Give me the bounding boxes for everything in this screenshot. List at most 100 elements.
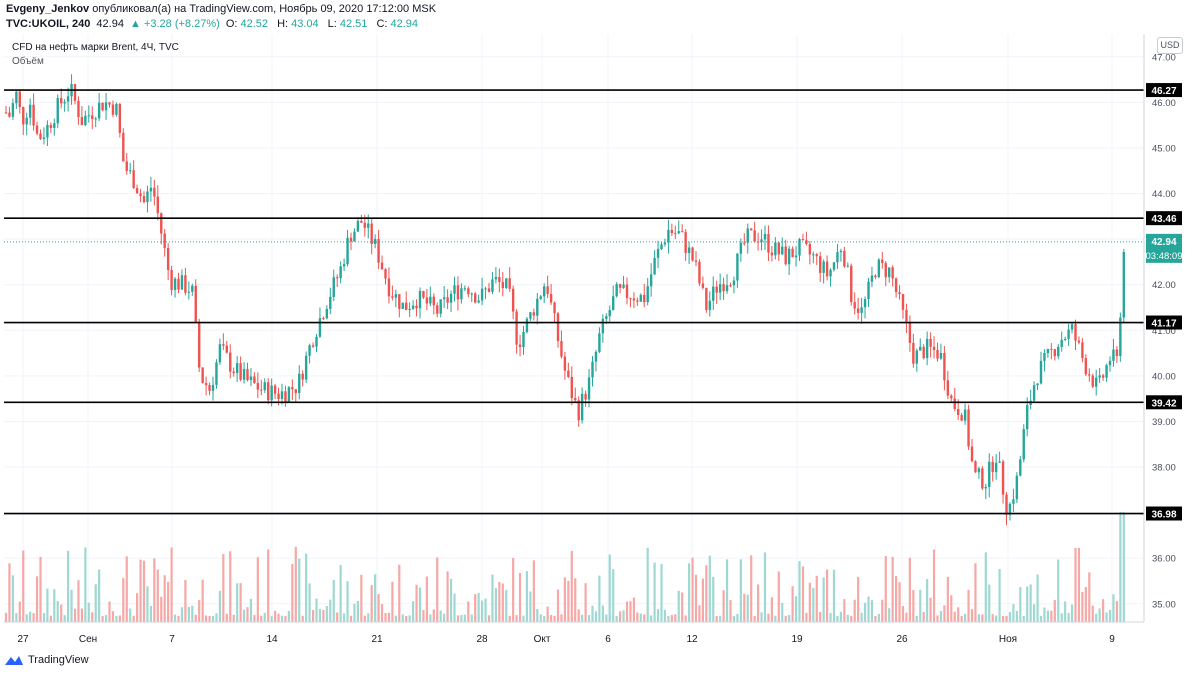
candle-body[interactable] (135, 188, 139, 194)
candle-body[interactable] (260, 389, 263, 391)
candle-body[interactable] (177, 278, 180, 290)
candle-body[interactable] (867, 281, 870, 300)
candle-body[interactable] (1043, 353, 1046, 361)
candle-body[interactable] (660, 244, 663, 249)
candle-body[interactable] (922, 346, 925, 359)
candle-body[interactable] (815, 254, 818, 257)
candle-body[interactable] (215, 362, 218, 385)
candle-body[interactable] (80, 117, 84, 126)
candle-body[interactable] (367, 223, 370, 228)
candle-body[interactable] (967, 409, 970, 447)
candle-body[interactable] (256, 382, 260, 390)
candle-body[interactable] (156, 196, 159, 214)
candle-body[interactable] (153, 187, 156, 197)
series-title[interactable]: CFD на нефть марки Brent, 4Ч, TVC (12, 42, 179, 53)
candle-body[interactable] (477, 300, 480, 303)
candle-body[interactable] (284, 391, 287, 402)
candle-body[interactable] (111, 104, 115, 115)
candle-body[interactable] (1015, 475, 1019, 500)
candle-body[interactable] (1057, 346, 1060, 357)
candle-body[interactable] (480, 288, 484, 301)
candle-body[interactable] (329, 296, 332, 309)
candle-body[interactable] (829, 269, 832, 277)
candle-body[interactable] (353, 231, 356, 242)
candle-body[interactable] (698, 261, 701, 284)
candle-body[interactable] (712, 286, 715, 301)
candle-body[interactable] (932, 346, 936, 351)
candle-body[interactable] (908, 322, 912, 343)
candle-body[interactable] (42, 137, 46, 140)
candle-body[interactable] (553, 302, 556, 314)
candle-body[interactable] (87, 115, 90, 117)
candle-body[interactable] (253, 376, 256, 383)
candle-body[interactable] (625, 284, 629, 299)
candle-body[interactable] (49, 124, 53, 128)
candle-body[interactable] (891, 267, 894, 279)
candle-body[interactable] (963, 409, 967, 421)
candle-body[interactable] (853, 302, 856, 309)
candle-body[interactable] (77, 100, 80, 118)
candle-body[interactable] (743, 242, 746, 244)
candle-body[interactable] (298, 373, 301, 393)
candle-body[interactable] (394, 294, 398, 298)
candle-body[interactable] (63, 101, 66, 104)
candle-body[interactable] (798, 239, 801, 256)
candle-body[interactable] (267, 382, 270, 401)
candle-body[interactable] (184, 275, 187, 293)
candle-body[interactable] (1039, 360, 1043, 384)
candle-body[interactable] (525, 318, 529, 333)
candle-body[interactable] (139, 193, 142, 197)
candle-body[interactable] (615, 284, 618, 297)
candle-body[interactable] (225, 345, 228, 353)
candle-body[interactable] (456, 285, 460, 300)
candle-body[interactable] (411, 305, 415, 309)
candle-body[interactable] (398, 294, 401, 309)
candle-body[interactable] (953, 398, 956, 409)
candle-body[interactable] (346, 237, 349, 265)
candle-body[interactable] (446, 297, 449, 303)
candle-body[interactable] (763, 233, 767, 240)
candle-body[interactable] (198, 321, 201, 368)
candle-body[interactable] (577, 400, 580, 421)
candle-body[interactable] (22, 107, 25, 125)
candle-body[interactable] (315, 336, 318, 347)
candle-body[interactable] (970, 446, 974, 462)
candle-body[interactable] (812, 254, 815, 256)
candle-body[interactable] (332, 277, 335, 297)
candle-body[interactable] (322, 318, 325, 320)
candle-body[interactable] (229, 352, 232, 372)
candle-body[interactable] (1005, 494, 1008, 515)
candle-body[interactable] (574, 398, 577, 401)
candle-body[interactable] (39, 133, 42, 140)
candle-body[interactable] (442, 297, 446, 300)
candle-body[interactable] (73, 84, 77, 101)
candle-body[interactable] (53, 123, 56, 128)
candle-body[interactable] (511, 288, 515, 312)
candle-body[interactable] (287, 387, 291, 402)
currency-button[interactable]: USD (1157, 37, 1183, 54)
candle-body[interactable] (408, 308, 411, 311)
candle-body[interactable] (129, 170, 132, 172)
candle-body[interactable] (1036, 383, 1039, 386)
candle-body[interactable] (35, 125, 39, 134)
candle-body[interactable] (246, 369, 249, 381)
candle-body[interactable] (1026, 405, 1029, 430)
candle-body[interactable] (608, 310, 611, 317)
candle-body[interactable] (598, 333, 601, 352)
candle-body[interactable] (639, 294, 642, 302)
candle-body[interactable] (767, 233, 770, 253)
candle-body[interactable] (784, 246, 787, 265)
candle-body[interactable] (1091, 375, 1094, 387)
candle-body[interactable] (387, 278, 391, 297)
candle-body[interactable] (391, 296, 394, 298)
candle-body[interactable] (684, 232, 687, 254)
candle-body[interactable] (4, 112, 8, 114)
candle-body[interactable] (905, 309, 908, 323)
candle-body[interactable] (370, 223, 373, 244)
candle-body[interactable] (60, 98, 63, 104)
candle-body[interactable] (805, 240, 808, 245)
candle-body[interactable] (994, 462, 998, 473)
candle-body[interactable] (1022, 429, 1025, 460)
candle-body[interactable] (463, 288, 467, 290)
candle-body[interactable] (705, 287, 708, 310)
